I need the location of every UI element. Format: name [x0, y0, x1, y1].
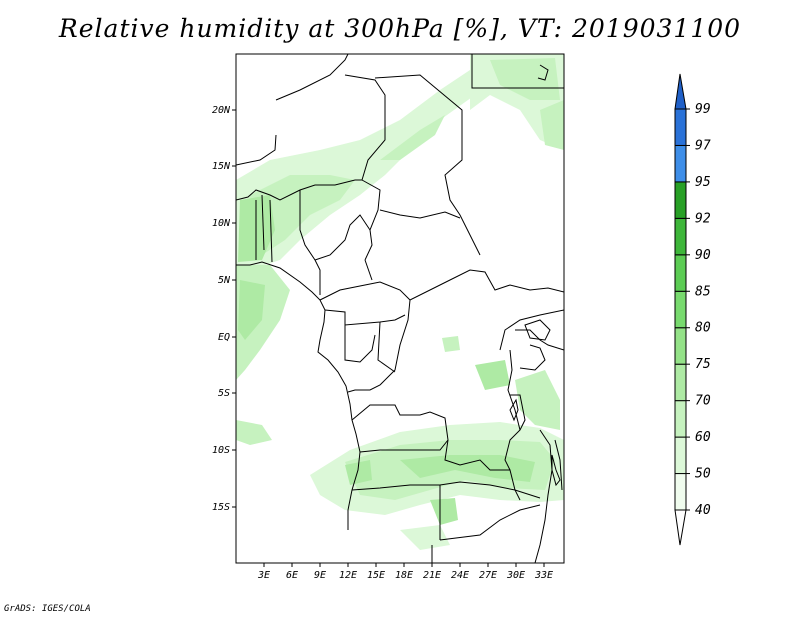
colorbar-segment: [674, 144, 687, 183]
colorbar-label: 95: [695, 175, 711, 190]
colorbar-segment: [674, 108, 687, 146]
colorbar-min-triangle: [674, 509, 687, 546]
colorbar-label: 92: [695, 211, 711, 226]
lon-label: 6E: [286, 570, 298, 581]
chart-title: Relative humidity at 300hPa [%], VT: 201…: [58, 14, 742, 43]
humidity-shading: [236, 54, 564, 550]
colorbar-segment: [674, 327, 687, 365]
colorbar-label: 85: [695, 284, 711, 299]
colorbar-segment: [674, 473, 687, 511]
colorbar-segment: [674, 290, 687, 329]
colorbar-segment: [674, 436, 687, 475]
lat-label: 5N: [218, 275, 231, 286]
country-borders: [236, 54, 564, 563]
colorbar-label: 50: [695, 467, 711, 482]
lon-label: 9E: [314, 570, 326, 581]
colorbar-label: 97: [695, 138, 711, 153]
colorbar-label: 40: [695, 503, 711, 518]
lon-label: 12E: [339, 570, 357, 581]
lat-label: EQ: [218, 332, 230, 343]
lon-label: 27E: [479, 570, 497, 581]
lon-ticks: [263, 563, 545, 567]
lon-label: 18E: [395, 570, 413, 581]
map-frame: [235, 53, 565, 564]
lat-label: 10N: [212, 218, 231, 229]
colorbar-label: 90: [695, 248, 711, 263]
colorbar-segment: [674, 363, 687, 402]
lon-label: 3E: [257, 570, 270, 581]
lon-label: 24E: [451, 570, 469, 581]
colorbar-segment: [674, 400, 687, 438]
colorbar-label: 70: [695, 394, 711, 409]
colorbar-label: 75: [695, 357, 711, 372]
lon-label: 21E: [423, 570, 441, 581]
lon-label: 30E: [506, 570, 525, 581]
lon-label: 33E: [534, 570, 553, 581]
lat-label: 20N: [212, 105, 231, 116]
colorbar: 40 50 60 70 75 80 85 90 92 95 97 99: [674, 73, 711, 546]
lat-label: 5S: [218, 388, 230, 399]
credit-text: GrADS: IGES/COLA: [4, 604, 91, 614]
colorbar-segment: [674, 181, 687, 219]
colorbar-max-triangle: [674, 73, 687, 110]
lat-label: 10S: [212, 445, 230, 456]
lon-label: 15E: [367, 570, 385, 581]
lat-label: 15S: [212, 502, 230, 513]
lat-ticks: [232, 109, 236, 508]
colorbar-segment: [674, 217, 687, 256]
lat-label: 15N: [212, 161, 231, 172]
colorbar-segments: [674, 108, 687, 511]
colorbar-label: 60: [695, 430, 711, 445]
colorbar-label: 80: [695, 321, 711, 336]
colorbar-label: 99: [695, 102, 711, 117]
colorbar-segment: [674, 254, 687, 292]
